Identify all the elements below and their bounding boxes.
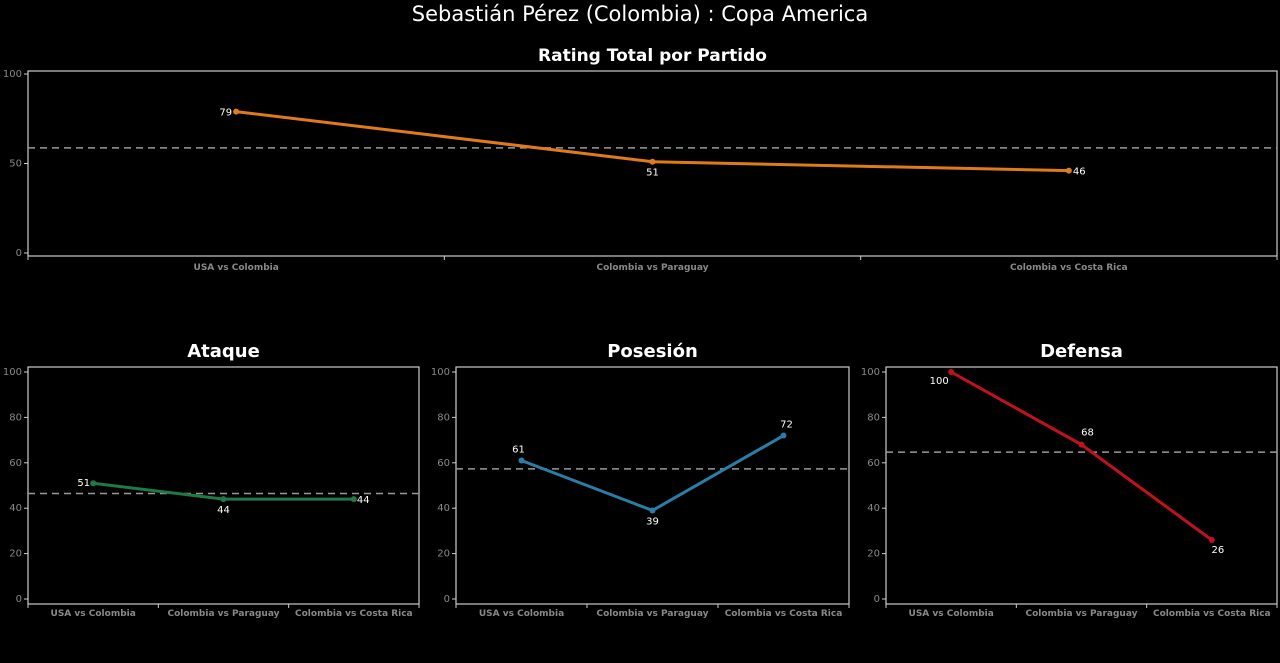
data-label: 26 bbox=[1211, 545, 1224, 556]
y-tick-label: 100 bbox=[3, 69, 22, 80]
y-tick-label: 20 bbox=[437, 549, 450, 560]
y-tick-label: 100 bbox=[861, 367, 880, 378]
y-tick-label: 60 bbox=[9, 458, 22, 469]
y-tick-label: 100 bbox=[431, 367, 450, 378]
data-point bbox=[649, 507, 656, 514]
y-tick-label: 40 bbox=[9, 503, 22, 514]
y-tick-label: 50 bbox=[9, 159, 22, 170]
data-point bbox=[1208, 536, 1215, 543]
y-tick-label: 20 bbox=[9, 549, 22, 560]
y-tick-label: 80 bbox=[437, 412, 450, 423]
data-point bbox=[90, 480, 97, 487]
data-point bbox=[233, 108, 240, 115]
data-point bbox=[518, 457, 525, 464]
data-point bbox=[1065, 167, 1072, 174]
data-label: 51 bbox=[77, 478, 90, 489]
plot-frame bbox=[455, 366, 850, 605]
data-label: 44 bbox=[357, 495, 370, 506]
data-label: 79 bbox=[219, 108, 232, 119]
chart-title: Posesión bbox=[607, 341, 698, 362]
data-label: 100 bbox=[930, 376, 949, 387]
data-label: 51 bbox=[646, 168, 659, 179]
x-tick-label: Colombia vs Costa Rica bbox=[1153, 609, 1271, 619]
data-label: 72 bbox=[780, 420, 793, 431]
y-tick-label: 60 bbox=[437, 458, 450, 469]
plot-frame bbox=[27, 366, 420, 605]
y-tick-label: 0 bbox=[444, 594, 450, 605]
x-tick-label: USA vs Colombia bbox=[909, 609, 994, 619]
series-line bbox=[520, 434, 785, 513]
x-tick-label: Colombia vs Paraguay bbox=[597, 263, 709, 273]
x-tick-label: Colombia vs Paraguay bbox=[597, 609, 709, 619]
chart-title: Rating Total por Partido bbox=[538, 46, 767, 66]
x-tick-label: Colombia vs Paraguay bbox=[1026, 609, 1138, 619]
y-tick-label: 80 bbox=[867, 412, 880, 423]
data-point bbox=[1078, 441, 1085, 448]
x-tick-label: Colombia vs Costa Rica bbox=[725, 609, 843, 619]
y-tick-label: 20 bbox=[867, 549, 880, 560]
data-label: 39 bbox=[646, 516, 659, 527]
x-tick-label: Colombia vs Paraguay bbox=[168, 609, 280, 619]
y-tick-label: 60 bbox=[867, 458, 880, 469]
data-point bbox=[220, 496, 227, 503]
data-point bbox=[649, 158, 656, 165]
x-tick-label: USA vs Colombia bbox=[479, 609, 564, 619]
y-tick-label: 40 bbox=[867, 503, 880, 514]
data-label: 44 bbox=[217, 505, 230, 516]
y-tick-label: 80 bbox=[9, 412, 22, 423]
main-title: Sebastián Pérez (Colombia) : Copa Americ… bbox=[411, 2, 869, 26]
y-tick-label: 100 bbox=[3, 367, 22, 378]
chart-title: Defensa bbox=[1040, 341, 1123, 362]
y-tick-label: 0 bbox=[16, 248, 22, 259]
data-point bbox=[948, 369, 955, 375]
plot-frame bbox=[885, 366, 1278, 605]
y-tick-label: 0 bbox=[16, 594, 22, 605]
x-tick-label: USA vs Colombia bbox=[194, 263, 279, 273]
data-label: 61 bbox=[512, 445, 525, 456]
data-point bbox=[350, 496, 357, 503]
y-tick-label: 40 bbox=[437, 503, 450, 514]
x-tick-label: Colombia vs Costa Rica bbox=[295, 609, 413, 619]
x-tick-label: USA vs Colombia bbox=[51, 609, 136, 619]
y-tick-label: 0 bbox=[874, 594, 880, 605]
data-label: 46 bbox=[1073, 167, 1086, 178]
data-point bbox=[780, 432, 787, 439]
data-label: 68 bbox=[1081, 428, 1094, 439]
chart-title: Ataque bbox=[187, 341, 260, 362]
x-tick-label: Colombia vs Costa Rica bbox=[1010, 263, 1128, 273]
series-line bbox=[950, 370, 1213, 542]
